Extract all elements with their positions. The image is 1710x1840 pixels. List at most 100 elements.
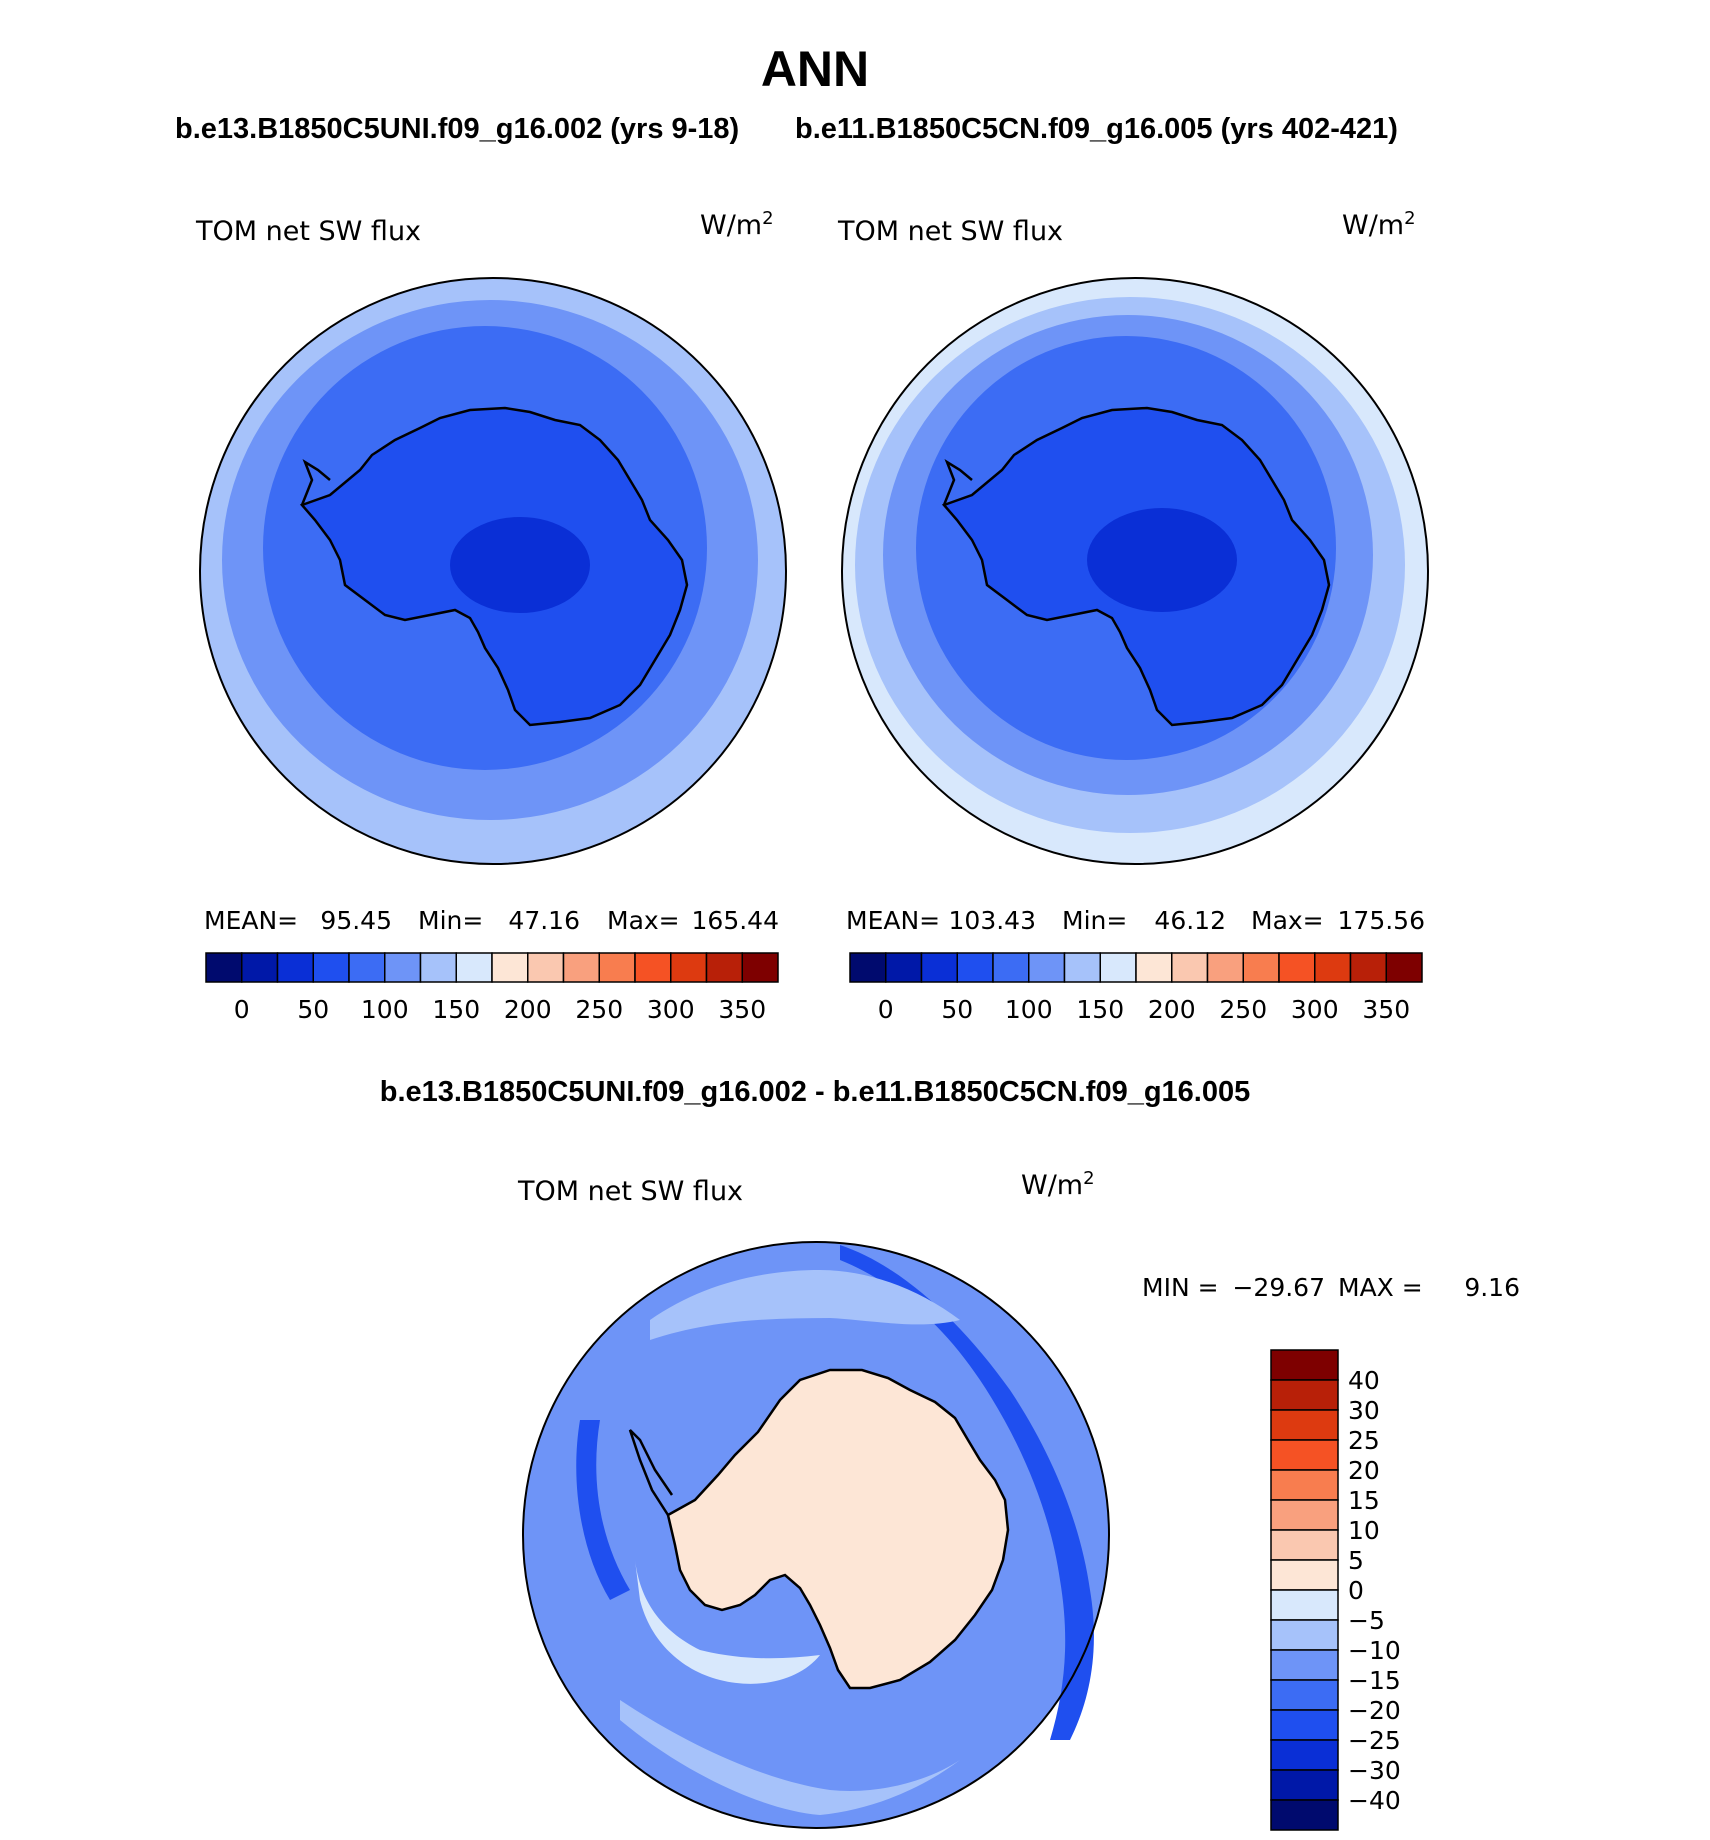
colorbar-diff-swatch: [1270, 1589, 1339, 1621]
diff-min: −29.67: [1232, 1273, 1325, 1302]
colorbar-diff-tick-label: −25: [1348, 1726, 1401, 1755]
coastline-b: [941, 406, 1331, 727]
panel-b-stats: MEAN= 103.43 Min= 46.12 Max= 175.56: [846, 906, 1425, 935]
colorbar-diff-swatch: [1270, 1769, 1339, 1801]
colorbar-a-tick-label: 250: [575, 995, 623, 1024]
colorbar-diff-swatch: [1270, 1439, 1339, 1471]
colorbar-diff-tick-label: 10: [1348, 1516, 1380, 1545]
colorbar-diff-swatch: [1270, 1709, 1339, 1741]
diff-title: b.e13.B1850C5UNI.f09_g16.002 - b.e11.B18…: [380, 1076, 1251, 1108]
peninsula-a: [300, 458, 331, 506]
colorbar-diff-swatch: [1270, 1619, 1339, 1651]
coastline-a: [299, 406, 689, 727]
colorbar-a-swatch: [491, 952, 529, 983]
colorbar-diff-tick-label: 20: [1348, 1456, 1380, 1485]
panel-a-units: W/m2: [700, 208, 774, 241]
colorbar-a-swatch: [634, 952, 672, 983]
colorbar-b-tick-label: 150: [1076, 995, 1124, 1024]
colorbar-a-tick-label: 300: [647, 995, 695, 1024]
colorbar-diff-swatch: [1270, 1469, 1339, 1501]
map-panel-diff: [522, 1241, 1110, 1829]
diff-map-pale-south: [620, 1700, 960, 1815]
colorbar-b-tick-label: 250: [1219, 995, 1267, 1024]
map-b-boundary: [841, 277, 1429, 865]
colorbar-b-swatch: [1349, 952, 1387, 983]
diff-map-boundary: [522, 1241, 1110, 1829]
panel-a-mean: 95.45: [320, 906, 392, 935]
map-a-boundary: [199, 277, 787, 865]
colorbar-a-swatch: [384, 952, 422, 983]
diff-max-label: MAX =: [1338, 1273, 1423, 1302]
colorbar-b-swatch: [1099, 952, 1137, 983]
panel-b-min-label: Min=: [1062, 906, 1127, 935]
colorbar-b-tick-label: 350: [1362, 995, 1410, 1024]
colorbar-b-swatch: [1028, 952, 1066, 983]
colorbar-a-swatch: [741, 952, 779, 983]
diff-peninsula: [628, 1429, 674, 1516]
panel-b-mean-label: MEAN=: [846, 906, 940, 935]
colorbar-b-tick-label: 100: [1005, 995, 1053, 1024]
colorbar-diff-swatch: [1270, 1349, 1339, 1381]
diff-minmax: MIN = −29.67 MAX = 9.16: [1142, 1273, 1520, 1302]
colorbar-b-swatch: [885, 952, 923, 983]
continent-b-core: [1087, 508, 1237, 612]
panel-a-min: 47.16: [508, 906, 580, 935]
colorbar-a-tick-label: 50: [297, 995, 329, 1024]
colorbar-b-tick-label: 300: [1291, 995, 1339, 1024]
colorbar-a-swatch: [241, 952, 279, 983]
colorbar-b-swatch: [1278, 952, 1316, 983]
colorbar-diff-tick-label: −30: [1348, 1756, 1401, 1785]
colorbar-diff-tick-label: 25: [1348, 1426, 1380, 1455]
diff-map-strong-band: [840, 1245, 1094, 1740]
colorbar-b-swatch: [1171, 952, 1209, 983]
colorbar-diff-tick-label: 5: [1348, 1546, 1364, 1575]
colorbar-a-tick-label: 0: [234, 995, 250, 1024]
panel-b-mean: 103.43: [949, 906, 1036, 935]
colorbar-b-swatch: [992, 952, 1030, 983]
map-panel-b: [841, 277, 1429, 865]
colorbar-b: 0 50 100 150 200 250 300 350: [849, 952, 1423, 1024]
colorbar-diff-swatch: [1270, 1559, 1339, 1591]
colorbar-b-swatch: [849, 952, 887, 983]
colorbar-a-swatch: [598, 952, 636, 983]
colorbar-diff-swatch: [1270, 1529, 1339, 1561]
panel-b-min: 46.12: [1154, 906, 1226, 935]
panel-b-variable: TOM net SW flux: [837, 216, 1063, 247]
diff-map-pale-rim: [635, 1560, 820, 1684]
colorbar-b-swatch: [1242, 952, 1280, 983]
map-panel-a: [199, 277, 787, 865]
colorbar-a-tick-label: 350: [718, 995, 766, 1024]
peninsula-b: [942, 458, 973, 506]
panel-b-max-label: Max=: [1251, 906, 1324, 935]
colorbar-a-swatch: [527, 952, 565, 983]
case-b-title: b.e11.B1850C5CN.f09_g16.005 (yrs 402-421…: [795, 113, 1398, 145]
colorbar-b-swatch: [1063, 952, 1101, 983]
colorbar-diff-tick-label: 0: [1348, 1576, 1364, 1605]
season-title: ANN: [761, 41, 869, 97]
colorbar-b-swatch: [1135, 952, 1173, 983]
colorbar-b-swatch: [956, 952, 994, 983]
diff-map-pale-arc: [650, 1270, 960, 1340]
colorbar-diff-swatch: [1270, 1499, 1339, 1531]
colorbar-diff-tick-label: −20: [1348, 1696, 1401, 1725]
colorbar-a-swatch: [312, 952, 350, 983]
case-a-title: b.e13.B1850C5UNI.f09_g16.002 (yrs 9-18): [175, 113, 739, 145]
colorbar-a-swatch: [562, 952, 600, 983]
colorbar-a-swatch: [419, 952, 457, 983]
diff-coastline: [666, 1368, 1010, 1690]
diff-max: 9.16: [1464, 1273, 1520, 1302]
colorbar-a-swatch: [348, 952, 386, 983]
panel-a-min-label: Min=: [418, 906, 483, 935]
colorbar-diff-swatch: [1270, 1679, 1339, 1711]
panel-a-max-label: Max=: [607, 906, 680, 935]
colorbar-b-tick-label: 200: [1148, 995, 1196, 1024]
colorbar-a-swatch: [670, 952, 708, 983]
panel-a-variable: TOM net SW flux: [195, 216, 421, 247]
colorbar-b-tick-label: 0: [878, 995, 894, 1024]
panel-a-mean-label: MEAN=: [204, 906, 298, 935]
colorbar-b-swatch: [920, 952, 958, 983]
panel-a-max: 165.44: [692, 906, 779, 935]
colorbar-a-swatch: [455, 952, 493, 983]
